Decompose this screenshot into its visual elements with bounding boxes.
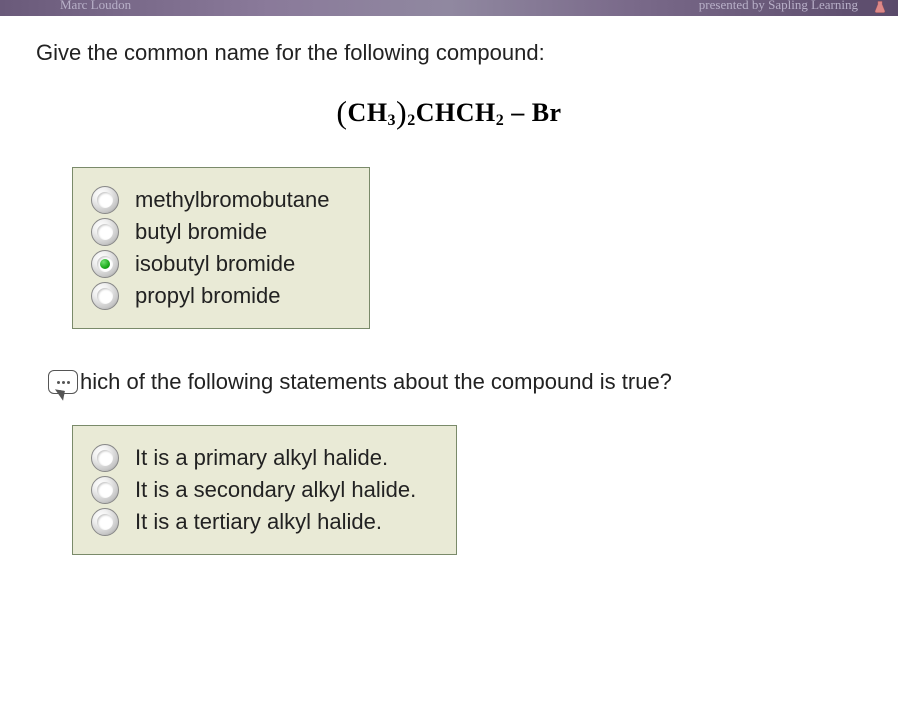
question1-prompt: Give the common name for the following c… (36, 40, 862, 66)
question2-prompt: hich of the following statements about t… (80, 369, 672, 395)
q1-label: propyl bromide (135, 283, 281, 309)
question1-options: methylbromobutane butyl bromide isobutyl b… (72, 167, 370, 329)
q1-option[interactable]: methylbromobutane (91, 186, 329, 214)
beaker-icon (870, 0, 890, 14)
q2-option[interactable]: It is a tertiary alkyl halide. (91, 508, 416, 536)
q2-radio[interactable] (91, 476, 119, 504)
question2-options: It is a primary alkyl halide. It is a sec… (72, 425, 457, 555)
q1-option[interactable]: butyl bromide (91, 218, 329, 246)
header-bar: Marc Loudon presented by Sapling Learnin… (0, 0, 898, 16)
q2-radio[interactable] (91, 508, 119, 536)
q2-label: It is a primary alkyl halide. (135, 445, 388, 471)
header-author: Marc Loudon (60, 0, 131, 10)
question2-row: hich of the following statements about t… (48, 369, 862, 395)
compound-formula: (CH3)2CHCH2 – Br (36, 94, 862, 131)
q1-radio[interactable] (91, 186, 119, 214)
q1-option[interactable]: isobutyl bromide (91, 250, 329, 278)
q2-label: It is a secondary alkyl halide. (135, 477, 416, 503)
q1-radio[interactable] (91, 218, 119, 246)
content-area: Give the common name for the following c… (0, 16, 898, 595)
q1-radio[interactable] (91, 282, 119, 310)
q2-option[interactable]: It is a primary alkyl halide. (91, 444, 416, 472)
q1-label: butyl bromide (135, 219, 267, 245)
header-provider: presented by Sapling Learning (699, 0, 858, 10)
q2-option[interactable]: It is a secondary alkyl halide. (91, 476, 416, 504)
q2-radio[interactable] (91, 444, 119, 472)
q2-label: It is a tertiary alkyl halide. (135, 509, 382, 535)
q1-radio[interactable] (91, 250, 119, 278)
q1-option[interactable]: propyl bromide (91, 282, 329, 310)
hint-icon[interactable] (48, 370, 78, 394)
q1-label: methylbromobutane (135, 187, 329, 213)
q1-label: isobutyl bromide (135, 251, 295, 277)
